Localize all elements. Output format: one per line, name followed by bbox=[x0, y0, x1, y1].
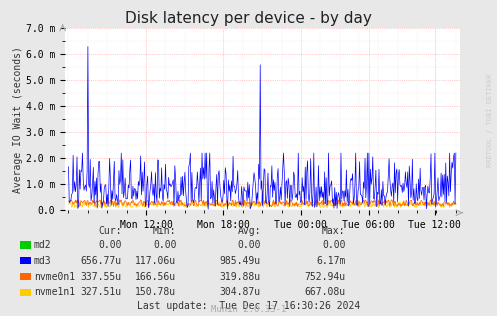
Text: RRDTOOL / TOBI OETIKER: RRDTOOL / TOBI OETIKER bbox=[487, 73, 493, 167]
Text: 656.77u: 656.77u bbox=[81, 256, 122, 266]
Text: 304.87u: 304.87u bbox=[220, 287, 261, 297]
Text: 150.78u: 150.78u bbox=[135, 287, 176, 297]
Text: 6.17m: 6.17m bbox=[316, 256, 345, 266]
Text: 337.55u: 337.55u bbox=[81, 271, 122, 282]
Text: Cur:: Cur: bbox=[98, 226, 122, 236]
Text: Munin 2.0.33-1: Munin 2.0.33-1 bbox=[211, 306, 286, 314]
Text: Min:: Min: bbox=[153, 226, 176, 236]
Text: Avg:: Avg: bbox=[238, 226, 261, 236]
Text: Max:: Max: bbox=[322, 226, 345, 236]
Text: 0.00: 0.00 bbox=[98, 240, 122, 250]
Text: Last update:  Tue Dec 17 16:30:26 2024: Last update: Tue Dec 17 16:30:26 2024 bbox=[137, 301, 360, 311]
Text: md2: md2 bbox=[34, 240, 51, 250]
Text: md3: md3 bbox=[34, 256, 51, 266]
Text: nvme0n1: nvme0n1 bbox=[34, 271, 75, 282]
Text: 667.08u: 667.08u bbox=[304, 287, 345, 297]
Text: Disk latency per device - by day: Disk latency per device - by day bbox=[125, 11, 372, 26]
Text: 319.88u: 319.88u bbox=[220, 271, 261, 282]
Text: 117.06u: 117.06u bbox=[135, 256, 176, 266]
Text: 0.00: 0.00 bbox=[153, 240, 176, 250]
Text: 0.00: 0.00 bbox=[322, 240, 345, 250]
Text: nvme1n1: nvme1n1 bbox=[34, 287, 75, 297]
Text: 752.94u: 752.94u bbox=[304, 271, 345, 282]
Y-axis label: Average IO Wait (seconds): Average IO Wait (seconds) bbox=[13, 46, 23, 193]
Text: 0.00: 0.00 bbox=[238, 240, 261, 250]
Text: 985.49u: 985.49u bbox=[220, 256, 261, 266]
Text: 166.56u: 166.56u bbox=[135, 271, 176, 282]
Text: 327.51u: 327.51u bbox=[81, 287, 122, 297]
